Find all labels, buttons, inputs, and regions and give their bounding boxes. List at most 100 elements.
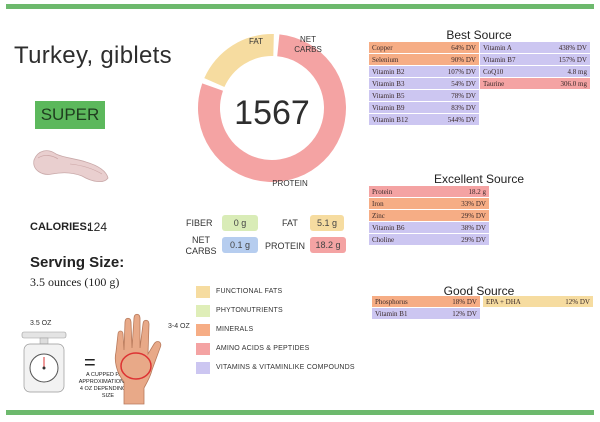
nutrient-row: CoQ10 4.8 mg	[480, 66, 590, 77]
nutrient-value: 33% DV	[461, 199, 486, 208]
nutrient-name: Vitamin B1	[375, 309, 408, 318]
protein-label: PROTEIN	[265, 241, 306, 251]
food-image	[33, 150, 109, 182]
legend-swatch	[196, 286, 210, 298]
nutrient-value: 438% DV	[558, 43, 587, 52]
nutrient-row: EPA + DHA 12% DV	[483, 296, 593, 307]
nutrient-name: Vitamin B9	[372, 103, 405, 112]
best-source-title: Best Source	[446, 28, 512, 42]
nutrient-row: Taurine 306.0 mg	[480, 78, 590, 89]
nutrient-name: Vitamin B5	[372, 91, 405, 100]
nutrient-value: 306.0 mg	[560, 79, 587, 88]
palm-oz-label: 3-4 OZ	[168, 323, 190, 330]
legend-label: MINERALS	[216, 326, 254, 333]
bottom-divider	[6, 410, 594, 415]
nutrient-value: 18% DV	[452, 297, 477, 306]
nutrient-row: Vitamin B5 78% DV	[369, 90, 479, 101]
nutrient-value: 18.2 g	[468, 187, 487, 196]
netcarbs-label: NET CARBS	[184, 235, 218, 257]
nutrient-name: EPA + DHA	[486, 297, 521, 306]
nutrient-name: Iron	[372, 199, 384, 208]
macro-donut-chart: 1567 FAT NET CARBS PROTEIN	[198, 34, 346, 188]
nutrient-row: Vitamin B1 12% DV	[372, 308, 480, 319]
protein-value: 18.2 g	[310, 237, 346, 253]
calories-value: 124	[87, 220, 108, 234]
nutrient-value: 83% DV	[451, 103, 476, 112]
nutrient-name: Vitamin A	[483, 43, 512, 52]
nutrient-name: Vitamin B2	[372, 67, 405, 76]
legend-swatch	[196, 305, 210, 317]
nutrient-value: 29% DV	[461, 211, 486, 220]
nutrient-value: 12% DV	[565, 297, 590, 306]
nutrient-name: Vitamin B6	[372, 223, 405, 232]
nutrient-value: 78% DV	[451, 91, 476, 100]
good-source-title: Good Source	[443, 284, 515, 298]
nutrient-value: 107% DV	[447, 67, 476, 76]
nutrient-name: Vitamin B12	[372, 115, 408, 124]
nutrient-row: Selenium 90% DV	[369, 54, 479, 65]
legend-swatch	[196, 362, 210, 374]
donut-label-netcarbs-2: CARBS	[294, 45, 322, 54]
nutrient-row: Vitamin B6 38% DV	[369, 222, 489, 233]
netcarbs-label-line1: NET	[192, 235, 210, 245]
legend-label: AMINO ACIDS & PEPTIDES	[216, 345, 310, 352]
nutrient-row: Vitamin B3 54% DV	[369, 78, 479, 89]
excellent-source-title: Excellent Source	[433, 172, 525, 186]
calories-label: CALORIES:	[30, 221, 91, 233]
fat-label: FAT	[282, 218, 298, 228]
nutrient-name: CoQ10	[483, 67, 504, 76]
serving-size-title: Serving Size:	[30, 254, 125, 271]
legend-label: FUNCTIONAL FATS	[216, 288, 283, 295]
nutrient-name: Vitamin B3	[372, 79, 405, 88]
donut-label-fat: FAT	[249, 37, 263, 46]
nutrient-value: 157% DV	[558, 55, 587, 64]
legend-label: PHYTONUTRIENTS	[216, 307, 283, 314]
nutrient-value: 90% DV	[451, 55, 476, 64]
donut-label-protein: PROTEIN	[272, 179, 308, 188]
nutrient-value: 29% DV	[461, 235, 486, 244]
nutrient-value: 12% DV	[452, 309, 477, 318]
nutrient-row: Vitamin A 438% DV	[480, 42, 590, 53]
scale-weight-label: 3.5 OZ	[30, 320, 52, 327]
fiber-label: FIBER	[186, 218, 213, 228]
fiber-value: 0 g	[222, 215, 258, 231]
nutrient-name: Phosphorus	[375, 297, 408, 306]
nutrient-value: 64% DV	[451, 43, 476, 52]
legend-swatch	[196, 324, 210, 336]
serving-size-value: 3.5 ounces (100 g)	[30, 275, 120, 289]
donut-segment-0	[204, 34, 274, 88]
legend-label: VITAMINS & VITAMINLIKE COMPOUNDS	[216, 364, 355, 371]
top-divider	[6, 4, 594, 9]
nutrient-value: 4.8 mg	[567, 67, 587, 76]
nutrient-name: Selenium	[372, 55, 399, 64]
equals-sign: =	[84, 352, 96, 374]
nutrient-name: Zinc	[372, 211, 385, 220]
nutrient-row: Iron 33% DV	[369, 198, 489, 209]
nutrient-name: Copper	[372, 43, 393, 52]
nutrient-row: Vitamin B7 157% DV	[480, 54, 590, 65]
kitchen-scale-icon	[21, 331, 67, 393]
legend-swatch	[196, 343, 210, 355]
donut-label-netcarbs-1: NET	[300, 35, 316, 44]
nutrient-score: 1567	[234, 94, 310, 132]
rating-badge: SUPER	[35, 101, 105, 129]
nutrient-row: Choline 29% DV	[369, 234, 489, 245]
netcarbs-value: 0.1 g	[222, 237, 258, 253]
nutrient-name: Protein	[372, 187, 393, 196]
fat-value: 5.1 g	[310, 215, 344, 231]
nutrient-name: Taurine	[483, 79, 505, 88]
palm-note: A CUPPED PALM APPROXIMATION IS 3-4 OZ DE…	[78, 372, 138, 399]
nutrient-name: Vitamin B7	[483, 55, 516, 64]
nutrient-row: Vitamin B12 544% DV	[369, 114, 479, 125]
nutrient-name: Choline	[372, 235, 395, 244]
nutrient-row: Phosphorus 18% DV	[372, 296, 480, 307]
donut-segment-2	[198, 34, 346, 183]
nutrient-row: Protein 18.2 g	[369, 186, 489, 197]
nutrient-row: Vitamin B9 83% DV	[369, 102, 479, 113]
nutrient-value: 544% DV	[447, 115, 476, 124]
nutrient-row: Copper 64% DV	[369, 42, 479, 53]
nutrient-value: 38% DV	[461, 223, 486, 232]
nutrient-value: 54% DV	[451, 79, 476, 88]
nutrient-row: Zinc 29% DV	[369, 210, 489, 221]
cupped-palm-icon	[114, 313, 162, 405]
